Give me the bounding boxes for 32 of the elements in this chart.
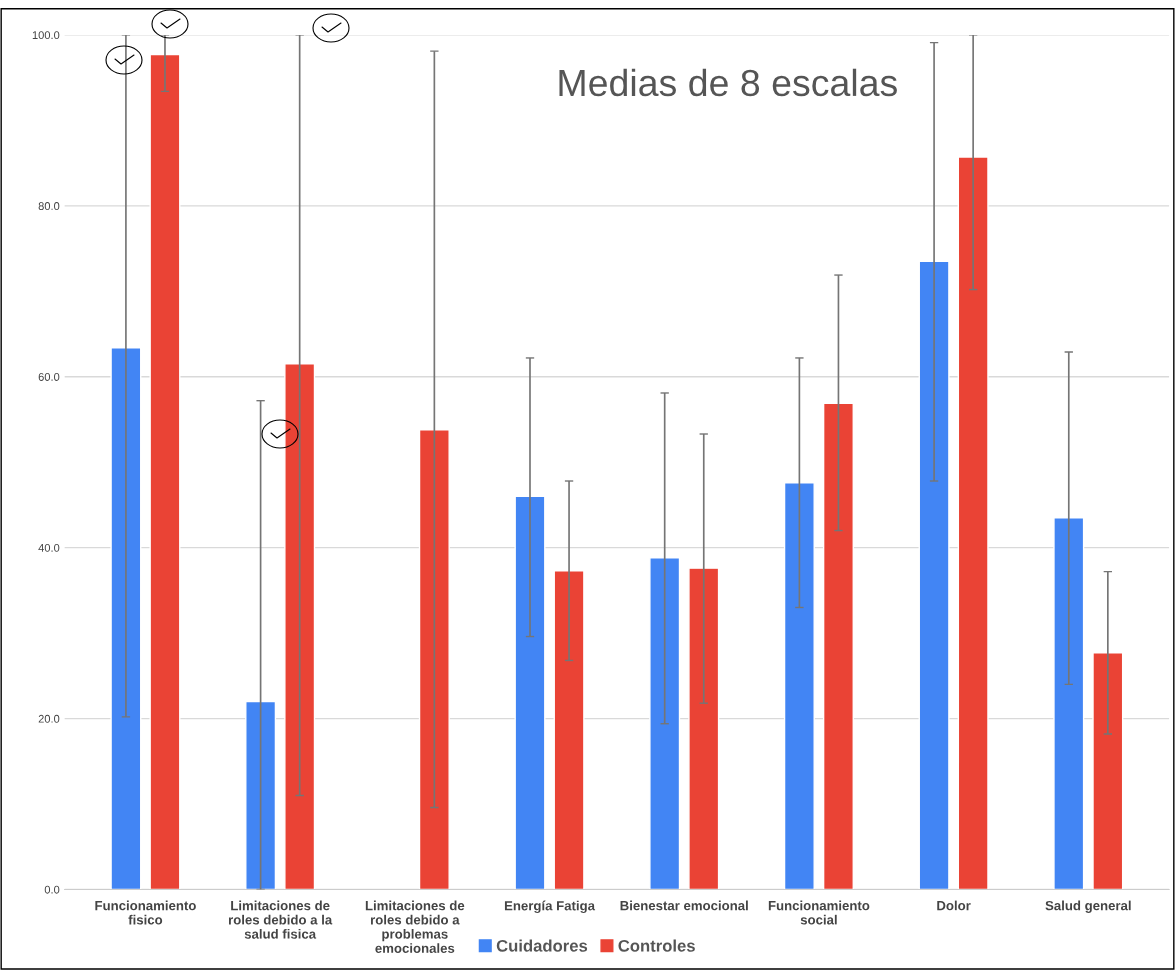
bar (918, 260, 950, 890)
bar (514, 495, 546, 890)
legend-label: Cuidadores (496, 939, 588, 952)
bar (418, 429, 450, 890)
x-tick-label: Funcionamiento social (768, 900, 870, 925)
bar (783, 482, 815, 890)
x-tick-label: Salud general (1045, 900, 1131, 913)
bar (110, 346, 142, 890)
x-tick-label: Limitaciones de roles debido a la salud fisica (228, 900, 333, 939)
y-tick-label: 20.0 (38, 714, 60, 723)
y-tick-label: 80.0 (38, 202, 60, 210)
bar (284, 363, 316, 890)
bar (957, 156, 989, 890)
x-tick-label: Energía Fatiga (504, 900, 596, 914)
x-tick-label: Limitaciones de roles debido a problemas emocionales (365, 900, 465, 953)
y-tick-label: 60.0 (38, 373, 60, 381)
bar (688, 567, 720, 890)
bar (553, 570, 585, 890)
y-tick-label: 0.0 (44, 885, 60, 894)
x-tick-label: Dolor (937, 900, 971, 911)
bar (1053, 517, 1085, 890)
text: Medias de 8 escalas (559, 68, 897, 97)
x-tick-label: Bienestar emocional (620, 900, 748, 911)
bar (649, 557, 681, 890)
legend-label: Controles (618, 939, 695, 952)
x-tick-label: Funcionamiento fisico (95, 900, 196, 925)
bar (1092, 652, 1124, 890)
y-tick-label: 40.0 (38, 543, 60, 552)
bar (149, 53, 181, 890)
bar (822, 402, 854, 890)
bar (245, 700, 277, 890)
y-tick-label: 100.0 (32, 31, 60, 40)
